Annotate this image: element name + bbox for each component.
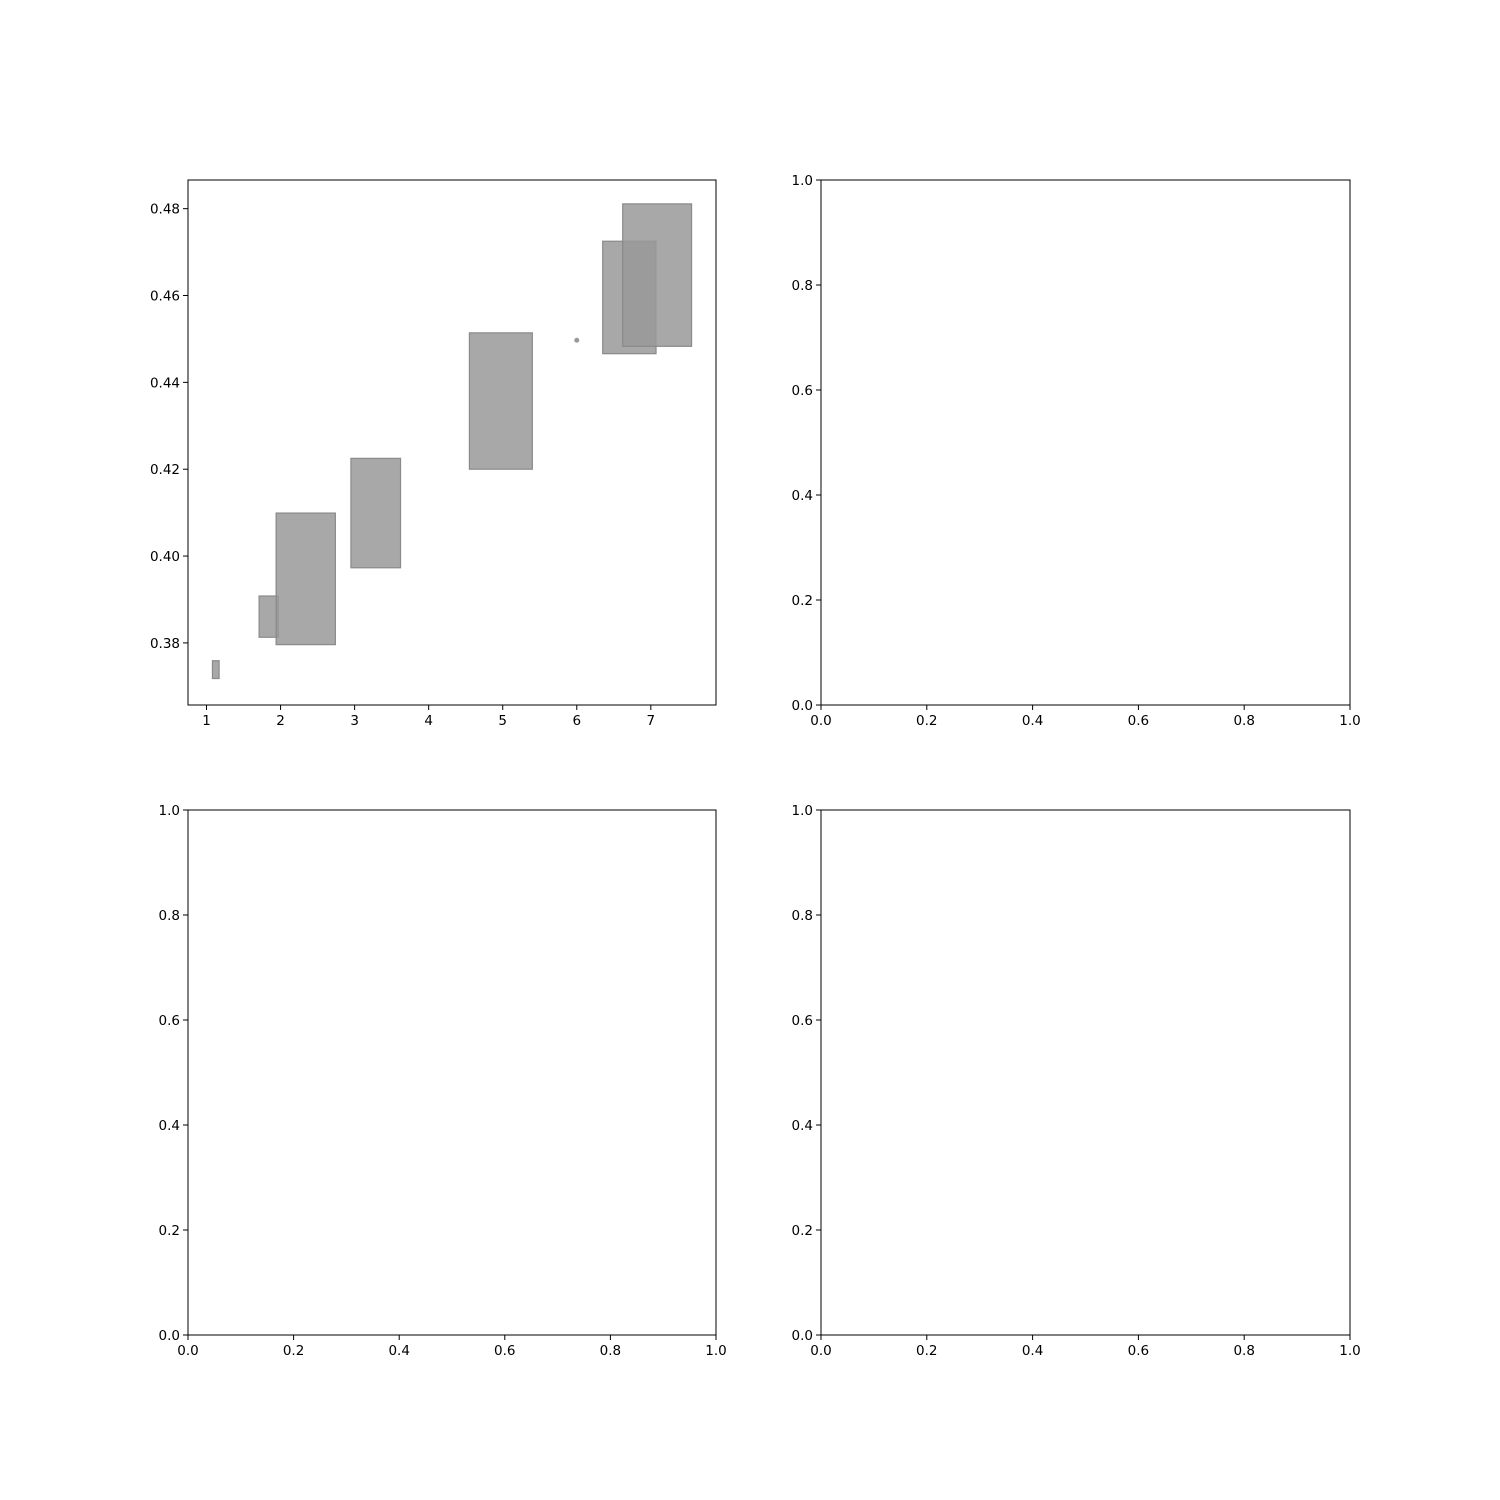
y-tick-label: 0.8 — [159, 908, 180, 924]
x-tick-label: 1 — [202, 713, 211, 729]
axes-frame — [820, 809, 1351, 1336]
x-tick-label: 4 — [424, 713, 433, 729]
y-tick-label: 0.0 — [159, 1328, 180, 1344]
x-tick-label: 0.6 — [1128, 713, 1149, 729]
plot-area — [821, 180, 1350, 705]
y-tick-label: 0.42 — [150, 462, 180, 478]
y-tick-label: 0.4 — [159, 1118, 180, 1134]
y-tick-label: 0.8 — [792, 278, 813, 294]
x-tick-label: 0.2 — [916, 713, 937, 729]
y-tick-label: 0.2 — [159, 1223, 180, 1239]
y-tick-label: 0.40 — [150, 549, 180, 565]
y-tick-label: 1.0 — [792, 173, 813, 189]
x-tick-label: 0.4 — [1022, 713, 1043, 729]
x-tick-label: 0.6 — [494, 1343, 515, 1359]
panel-bottom-right: 0.0 0.2 0.4 0.6 0.8 1.0 0.0 0.2 0.4 0.6 0.8 1.0 — [792, 803, 1361, 1359]
panel-top-left: 1 2 3 4 5 6 7 0.38 0.40 0.42 0.44 0.46 0.48 — [150, 179, 717, 729]
y-tick-label: 0.2 — [792, 593, 813, 609]
x-tick-label: 5 — [498, 713, 507, 729]
x-tick-label: 7 — [647, 713, 656, 729]
x-tick-label: 1.0 — [1339, 1343, 1360, 1359]
y-tick-label: 0.44 — [150, 375, 180, 391]
y-tick-label: 0.38 — [150, 636, 180, 652]
x-tick-label: 0.0 — [810, 1343, 831, 1359]
x-tick-label: 0.8 — [1233, 1343, 1254, 1359]
y-tick-label: 0.6 — [792, 383, 813, 399]
x-tick-label: 6 — [572, 713, 581, 729]
data-rect-1 — [211, 660, 220, 680]
y-tick-label: 0.8 — [792, 908, 813, 924]
y-tick-label: 0.6 — [792, 1013, 813, 1029]
x-tick-label: 0.8 — [600, 1343, 621, 1359]
panel-top-right: 0.0 0.2 0.4 0.6 0.8 1.0 0.0 0.2 0.4 0.6 0.8 1.0 — [792, 173, 1361, 729]
x-tick-label: 0.4 — [1022, 1343, 1043, 1359]
x-tick-label: 0.6 — [1128, 1343, 1149, 1359]
y-tick-label: 1.0 — [792, 803, 813, 819]
y-tick-label: 0.46 — [150, 289, 180, 305]
axes-frame — [820, 179, 1351, 706]
y-tick-label: 0.48 — [150, 202, 180, 218]
y-tick-label: 0.6 — [159, 1013, 180, 1029]
data-rect-4 — [350, 457, 402, 569]
y-tick-label: 0.2 — [792, 1223, 813, 1239]
axes-frame — [187, 809, 717, 1336]
axes-frame — [187, 179, 717, 706]
x-tick-label: 2 — [276, 713, 285, 729]
data-rect-3 — [275, 512, 336, 646]
x-tick-label: 1.0 — [705, 1343, 726, 1359]
x-tick-label: 0.8 — [1233, 713, 1254, 729]
data-point-1 — [574, 337, 580, 343]
y-tick-label: 0.0 — [792, 698, 813, 714]
data-rect-7 — [622, 203, 693, 347]
y-tick-label: 1.0 — [159, 803, 180, 819]
plot-area — [821, 810, 1350, 1335]
plot-area — [188, 810, 716, 1335]
x-tick-label: 1.0 — [1339, 713, 1360, 729]
x-tick-label: 0.0 — [177, 1343, 198, 1359]
data-rect-2 — [258, 595, 279, 638]
x-tick-label: 0.4 — [388, 1343, 409, 1359]
x-tick-label: 0.2 — [283, 1343, 304, 1359]
y-tick-label: 0.0 — [792, 1328, 813, 1344]
x-tick-label: 0.2 — [916, 1343, 937, 1359]
panel-bottom-left: 0.0 0.2 0.4 0.6 0.8 1.0 0.0 0.2 0.4 0.6 0.8 1.0 — [159, 803, 727, 1359]
x-tick-label: 0.0 — [810, 713, 831, 729]
x-tick-label: 3 — [350, 713, 359, 729]
y-tick-label: 0.4 — [792, 1118, 813, 1134]
data-rect-5 — [468, 332, 533, 470]
y-tick-label: 0.4 — [792, 488, 813, 504]
